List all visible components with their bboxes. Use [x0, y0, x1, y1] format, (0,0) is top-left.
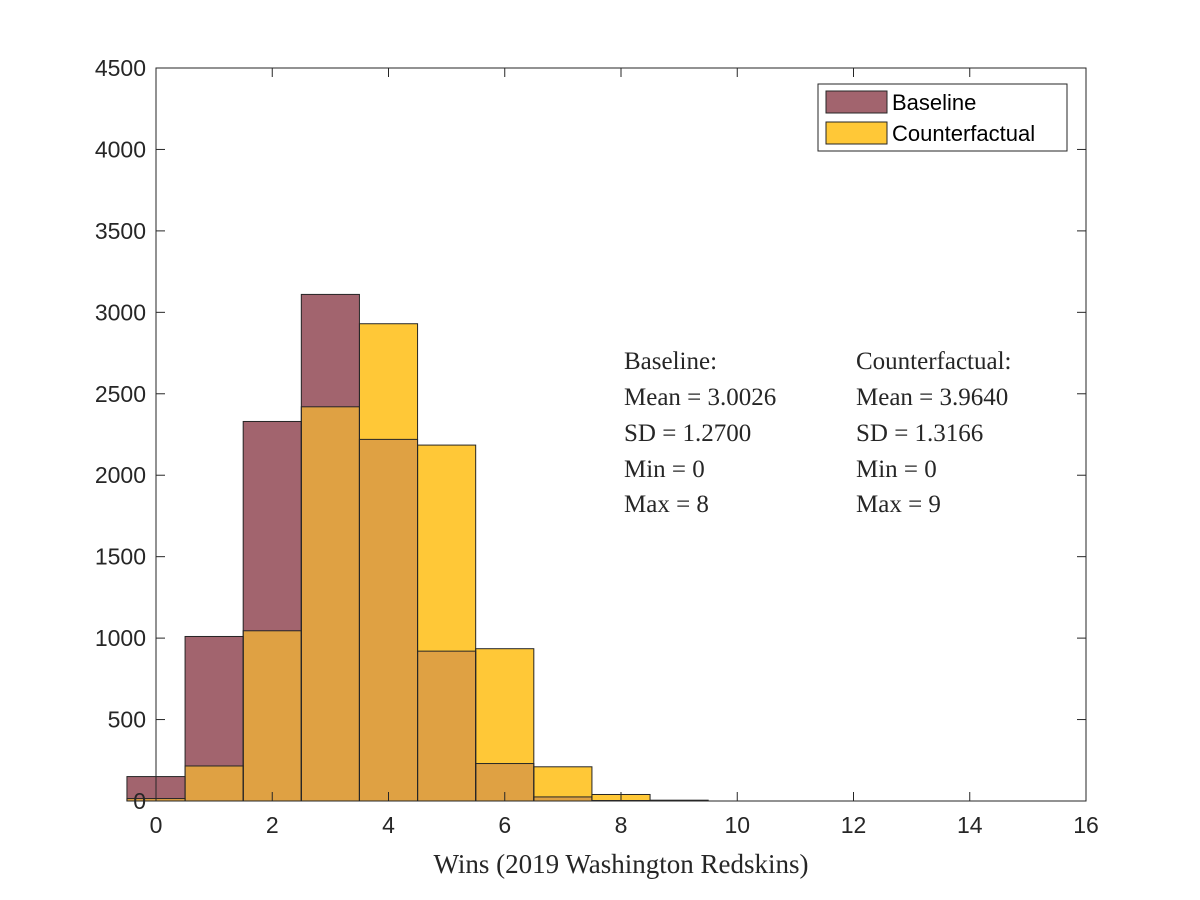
counterfactual-bar [475, 648, 534, 764]
legend-swatch-counterfactual [825, 121, 888, 145]
baseline-stats-line: SD = 1.2700 [624, 420, 751, 447]
x-axis-title: Wins (2019 Washington Redskins) [434, 849, 809, 879]
y-tick-label: 0 [133, 788, 146, 814]
x-tick-label: 6 [498, 812, 511, 838]
x-tick-label: 16 [1073, 812, 1099, 838]
counterfactual-bar [533, 766, 592, 797]
counterfactual-bar [417, 445, 476, 652]
y-tick-label: 2000 [95, 462, 146, 488]
counterfactual-stats-line: Mean = 3.9640 [856, 384, 1008, 411]
baseline-stats-line: Mean = 3.0026 [624, 384, 776, 411]
y-axis-tick-labels: 0 500 1000 1500 2000 2500 3000 3500 4000 4500 [95, 55, 146, 814]
baseline-bar [243, 421, 302, 631]
overlap-bar [359, 439, 418, 801]
stats-annotation-counterfactual: Counterfactual: Mean = 3.9640 SD = 1.316… [856, 348, 1012, 518]
x-tick-label: 10 [724, 812, 750, 838]
baseline-bars [126, 294, 360, 799]
x-tick-label: 0 [150, 812, 163, 838]
overlap-bar [243, 630, 302, 801]
y-tick-label: 2500 [95, 381, 146, 407]
stats-annotation-baseline: Baseline: Mean = 3.0026 SD = 1.2700 Min … [624, 348, 776, 518]
legend-swatch-baseline [825, 90, 888, 114]
baseline-bar [301, 294, 360, 407]
y-tick-label: 500 [108, 707, 146, 733]
axis-ticks [155, 67, 1087, 802]
y-tick-label: 4000 [95, 136, 146, 162]
y-tick-label: 1500 [95, 544, 146, 570]
overlap-bars [126, 406, 651, 801]
counterfactual-stats-line: Max = 9 [856, 491, 941, 518]
overlap-bar [185, 765, 244, 801]
overlap-bar [417, 651, 476, 801]
legend-label-baseline: Baseline [892, 90, 976, 115]
overlap-bar [301, 406, 360, 801]
x-axis-tick-labels: 0 2 4 6 8 10 12 14 16 [150, 812, 1099, 838]
baseline-bar [185, 636, 244, 766]
x-tick-label: 8 [615, 812, 628, 838]
baseline-stats-line: Max = 8 [624, 491, 709, 518]
counterfactual-stats-line: Min = 0 [856, 456, 937, 483]
baseline-stats-line: Min = 0 [624, 456, 705, 483]
y-tick-label: 4500 [95, 55, 146, 81]
y-tick-label: 3500 [95, 218, 146, 244]
x-tick-label: 4 [382, 812, 395, 838]
y-tick-label: 3000 [95, 299, 146, 325]
legend: Baseline Counterfactual [817, 83, 1068, 152]
y-tick-label: 1000 [95, 625, 146, 651]
legend-label-counterfactual: Counterfactual [892, 121, 1035, 146]
x-tick-label: 12 [841, 812, 867, 838]
x-tick-label: 14 [957, 812, 983, 838]
counterfactual-bar [359, 323, 418, 440]
counterfactual-stats-line: Counterfactual: [856, 348, 1012, 375]
baseline-stats-line: Baseline: [624, 348, 717, 375]
x-tick-label: 2 [266, 812, 279, 838]
counterfactual-stats-line: SD = 1.3166 [856, 420, 983, 447]
overlap-bar [533, 796, 592, 801]
